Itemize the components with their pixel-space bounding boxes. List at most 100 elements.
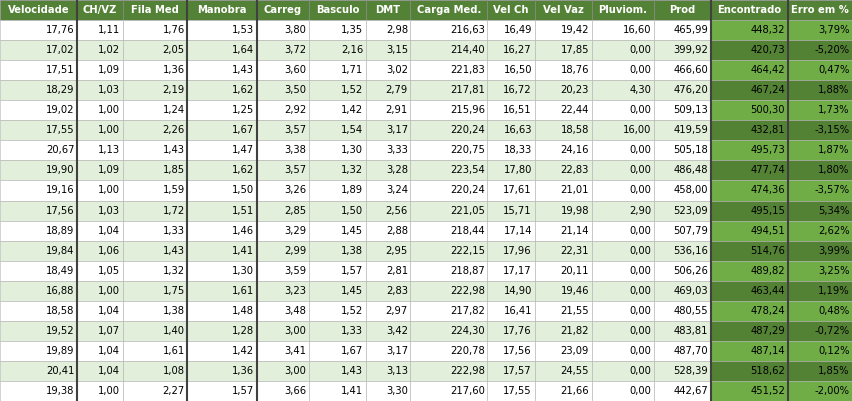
Text: 3,99%: 3,99%: [818, 246, 849, 255]
Bar: [77, 200, 123, 221]
Text: Erro em %: Erro em %: [791, 5, 849, 15]
Bar: [653, 80, 711, 100]
Text: 20,11: 20,11: [561, 266, 589, 275]
Bar: [123, 321, 187, 341]
Bar: [534, 140, 591, 160]
Bar: [308, 140, 366, 160]
Bar: [591, 120, 653, 140]
Bar: [366, 0, 411, 20]
Bar: [123, 200, 187, 221]
Text: Basculo: Basculo: [315, 5, 359, 15]
Text: 222,98: 222,98: [450, 286, 485, 296]
Bar: [187, 241, 256, 261]
Bar: [256, 140, 308, 160]
Bar: [308, 40, 366, 60]
Bar: [411, 341, 487, 361]
Bar: [366, 100, 411, 120]
Bar: [308, 180, 366, 200]
Bar: [711, 20, 787, 40]
Text: 1,61: 1,61: [163, 346, 185, 356]
Bar: [366, 80, 411, 100]
Text: 1,00: 1,00: [98, 186, 120, 195]
Text: 0,47%: 0,47%: [818, 65, 849, 75]
Text: 17,51: 17,51: [46, 65, 74, 75]
Text: Carreg: Carreg: [264, 5, 302, 15]
Bar: [123, 120, 187, 140]
Text: 5,34%: 5,34%: [818, 206, 849, 215]
Text: 528,39: 528,39: [673, 366, 708, 376]
Bar: [487, 120, 534, 140]
Text: 518,62: 518,62: [750, 366, 785, 376]
Text: 3,23: 3,23: [285, 286, 306, 296]
Bar: [591, 241, 653, 261]
Text: 514,76: 514,76: [750, 246, 785, 255]
Bar: [411, 120, 487, 140]
Bar: [308, 20, 366, 40]
Bar: [487, 221, 534, 241]
Bar: [411, 100, 487, 120]
Text: 3,59: 3,59: [284, 266, 306, 275]
Bar: [0, 241, 77, 261]
Text: 3,26: 3,26: [284, 186, 306, 195]
Bar: [653, 341, 711, 361]
Bar: [534, 20, 591, 40]
Bar: [366, 301, 411, 321]
Text: 1,51: 1,51: [232, 206, 254, 215]
Text: 22,31: 22,31: [561, 246, 589, 255]
Text: 1,85%: 1,85%: [818, 366, 849, 376]
Text: 22,83: 22,83: [561, 166, 589, 175]
Text: 0,00: 0,00: [629, 45, 651, 55]
Text: 0,00: 0,00: [629, 286, 651, 296]
Bar: [591, 80, 653, 100]
Bar: [308, 0, 366, 20]
Text: 536,16: 536,16: [673, 246, 708, 255]
Bar: [308, 261, 366, 281]
Bar: [787, 140, 852, 160]
Bar: [711, 60, 787, 80]
Text: Vel Ch: Vel Ch: [493, 5, 529, 15]
Text: 17,55: 17,55: [46, 126, 74, 135]
Text: 451,52: 451,52: [750, 386, 785, 396]
Text: 2,05: 2,05: [163, 45, 185, 55]
Bar: [653, 60, 711, 80]
Bar: [534, 40, 591, 60]
Text: 19,02: 19,02: [46, 105, 74, 115]
Bar: [653, 301, 711, 321]
Bar: [487, 281, 534, 301]
Text: 1,25: 1,25: [232, 105, 254, 115]
Bar: [591, 100, 653, 120]
Bar: [534, 80, 591, 100]
Bar: [711, 341, 787, 361]
Text: 4,30: 4,30: [629, 85, 651, 95]
Text: 1,42: 1,42: [232, 346, 254, 356]
Bar: [256, 180, 308, 200]
Text: 1,46: 1,46: [232, 226, 254, 235]
Text: 489,82: 489,82: [751, 266, 785, 275]
Bar: [256, 160, 308, 180]
Text: 19,16: 19,16: [46, 186, 74, 195]
Bar: [187, 321, 256, 341]
Bar: [653, 180, 711, 200]
Text: 1,41: 1,41: [341, 386, 363, 396]
Text: 220,24: 220,24: [450, 126, 485, 135]
Bar: [711, 160, 787, 180]
Text: 21,55: 21,55: [561, 306, 589, 316]
Text: 2,92: 2,92: [284, 105, 306, 115]
Bar: [187, 261, 256, 281]
Text: 3,30: 3,30: [386, 386, 408, 396]
Text: 18,49: 18,49: [46, 266, 74, 275]
Bar: [123, 0, 187, 20]
Text: 1,43: 1,43: [163, 146, 185, 155]
Text: 487,14: 487,14: [751, 346, 785, 356]
Bar: [591, 321, 653, 341]
Bar: [0, 361, 77, 381]
Text: 17,17: 17,17: [504, 266, 532, 275]
Bar: [123, 40, 187, 60]
Bar: [123, 281, 187, 301]
Bar: [187, 381, 256, 401]
Bar: [711, 301, 787, 321]
Text: 458,00: 458,00: [674, 186, 708, 195]
Text: 1,04: 1,04: [98, 306, 120, 316]
Text: 2,16: 2,16: [341, 45, 363, 55]
Text: 18,58: 18,58: [561, 126, 589, 135]
